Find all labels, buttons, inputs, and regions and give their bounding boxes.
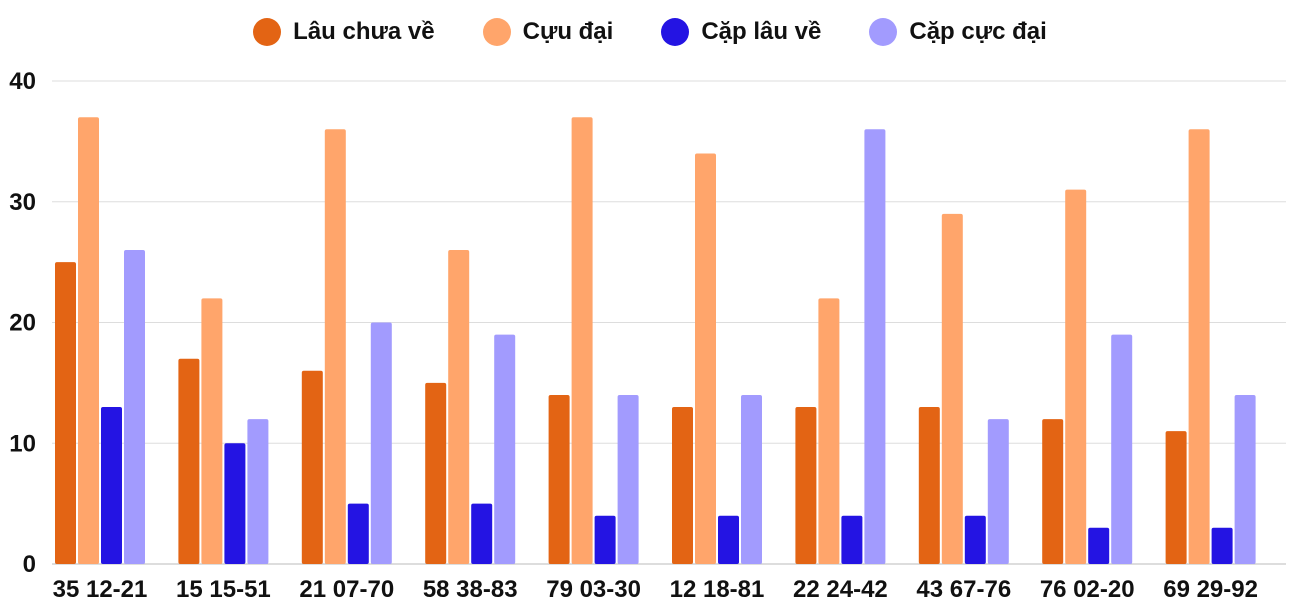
bar-s0-c8 (1042, 419, 1064, 564)
legend-item-cuu-dai: Cựu đại (482, 18, 614, 46)
bar-s2-c5 (718, 515, 739, 564)
bar-s2-c0 (101, 407, 122, 564)
bar-s1-c9 (1188, 129, 1210, 565)
legend-swatch-lau-chua-ve (253, 18, 282, 46)
bar-s3-c0 (124, 250, 145, 565)
legend-item-cap-lau-ve: Cặp lâu về (661, 18, 821, 46)
bar-s2-c1 (224, 443, 246, 564)
bar-s3-c4 (617, 394, 639, 564)
y-tick-label-40: 40 (9, 68, 36, 95)
bar-s1-c2 (324, 129, 346, 565)
x-tick-label-8: 76 02-20 (1040, 576, 1135, 600)
legend-label-lau-chua-ve: Lâu chưa về (293, 18, 435, 45)
bar-s0-c6 (795, 407, 817, 564)
x-tick-label-1: 15 15-51 (176, 576, 271, 600)
bar-s3-c9 (1234, 394, 1256, 564)
legend-swatch-cap-lau-ve (661, 18, 690, 46)
legend-label-cuu-dai: Cựu đại (522, 18, 614, 45)
bar-s0-c2 (301, 370, 323, 564)
y-axis-ticks: 0 10 20 30 40 (9, 68, 36, 578)
bar-s3-c8 (1111, 334, 1133, 564)
bar-s0-c1 (178, 358, 200, 564)
bar-s1-c3 (448, 250, 470, 565)
bar-s0-c5 (672, 407, 693, 564)
bar-s1-c5 (695, 153, 716, 564)
x-tick-label-9: 69 29-92 (1163, 576, 1258, 600)
bar-s0-c9 (1165, 431, 1187, 564)
bar-s3-c6 (864, 129, 886, 565)
x-tick-label-4: 79 03-30 (546, 576, 641, 600)
y-tick-label-20: 20 (9, 310, 36, 337)
bar-s2-c7 (964, 515, 986, 564)
bar-s3-c2 (370, 322, 392, 564)
bar-s0-c7 (918, 407, 940, 564)
bar-s3-c1 (247, 419, 269, 564)
x-tick-label-0: 35 12-21 (53, 576, 148, 600)
bar-s1-c8 (1065, 189, 1087, 565)
legend-label-cap-cuc-dai: Cặp cực đại (909, 18, 1047, 45)
legend-item-lau-chua-ve: Lâu chưa về (253, 18, 435, 46)
bar-s2-c3 (471, 503, 493, 564)
bar-s2-c8 (1088, 527, 1110, 564)
bar-s1-c1 (201, 298, 223, 564)
y-tick-label-10: 10 (9, 430, 36, 457)
bar-s0-c0 (55, 262, 76, 564)
bar-s2-c2 (347, 503, 369, 564)
x-tick-label-6: 22 24-42 (793, 576, 888, 600)
bar-s2-c9 (1211, 527, 1233, 564)
y-tick-label-0: 0 (23, 551, 36, 578)
legend-swatch-cap-cuc-dai (869, 18, 898, 46)
y-tick-label-30: 30 (9, 189, 36, 216)
bars (55, 117, 1256, 565)
bar-s0-c4 (548, 394, 570, 564)
legend-swatch-cuu-dai (482, 18, 511, 46)
x-tick-label-2: 21 07-70 (299, 576, 394, 600)
legend-item-cap-cuc-dai: Cặp cực đại (869, 18, 1047, 46)
legend-label-cap-lau-ve: Cặp lâu về (701, 18, 822, 45)
bar-s2-c4 (594, 515, 616, 564)
x-tick-label-5: 12 18-81 (670, 576, 765, 600)
x-tick-label-3: 58 38-83 (423, 576, 518, 600)
bar-s3-c5 (741, 394, 762, 564)
bar-s1-c7 (941, 213, 963, 564)
bar-s1-c4 (571, 117, 593, 564)
x-axis-ticks: 35 12-21 15 15-51 21 07-70 58 38-83 79 03-30… (53, 576, 1258, 600)
bar-s3-c3 (494, 334, 516, 564)
chart-legend: Lâu chưa về Cựu đại Cặp lâu về Cặp cực đ… (0, 14, 1300, 50)
bar-s3-c7 (987, 419, 1009, 564)
bar-s1-c6 (818, 298, 840, 564)
x-tick-label-7: 43 67-76 (916, 576, 1011, 600)
bar-s1-c0 (78, 117, 99, 564)
bar-s0-c3 (425, 382, 447, 564)
bar-s2-c6 (841, 515, 863, 564)
